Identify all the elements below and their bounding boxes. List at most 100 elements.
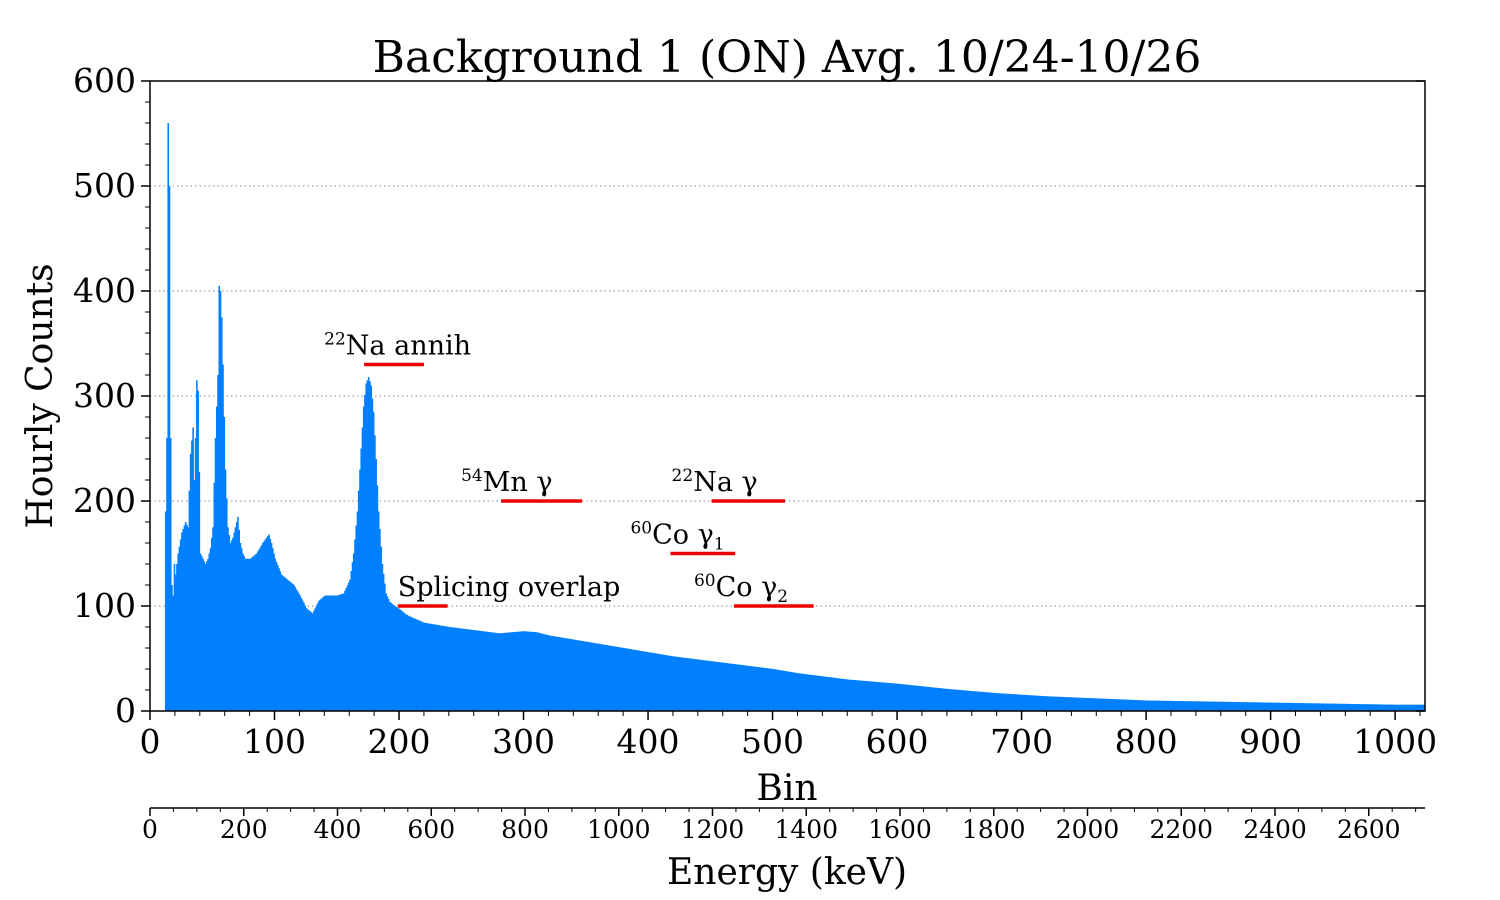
- spectrum-bar: [350, 571, 353, 711]
- spectrum-bar: [953, 689, 955, 711]
- spectrum-bar: [900, 684, 903, 711]
- spectrum-bar: [253, 555, 255, 711]
- spectrum-bar: [1280, 702, 1283, 711]
- spectrum-bar: [1402, 704, 1405, 711]
- spectrum-bar: [689, 658, 691, 711]
- spectrum-bar: [1281, 702, 1284, 711]
- spectrum-bar: [259, 547, 262, 711]
- spectrum-bar: [1306, 703, 1309, 711]
- spectrum-bar: [435, 624, 437, 711]
- spectrum-bar: [422, 622, 425, 711]
- spectrum-bar: [811, 674, 813, 711]
- spectrum-bar: [1112, 699, 1115, 711]
- spectrum-bar: [193, 480, 196, 711]
- spectrum-bar: [1152, 700, 1154, 711]
- spectrum-bar: [985, 692, 988, 711]
- spectrum-bar: [286, 579, 289, 711]
- spectrum-bar: [468, 629, 471, 711]
- y-tick-label: 200: [73, 481, 136, 520]
- spectrum-bar: [892, 683, 894, 711]
- spectrum-bar: [377, 511, 380, 711]
- spectrum-bar: [1198, 701, 1200, 711]
- spectrum-bar: [1090, 698, 1092, 711]
- spectrum-bar: [1411, 704, 1413, 711]
- spectrum-bar: [1266, 702, 1269, 711]
- spectrum-bar: [380, 546, 382, 711]
- spectrum-bar: [873, 681, 876, 711]
- spectrum-bar: [594, 643, 597, 711]
- spectrum-bar: [1009, 693, 1011, 711]
- spectrum-bar: [247, 558, 249, 711]
- spectrum-bar: [786, 671, 788, 711]
- spectrum-bar: [1016, 694, 1019, 711]
- spectrum-bar: [1271, 702, 1274, 711]
- spectrum-bar: [1188, 701, 1191, 711]
- spectrum-bar: [572, 639, 574, 711]
- spectrum-bar: [1005, 693, 1007, 711]
- spectrum-bar: [336, 595, 339, 711]
- spectrum-bar: [563, 637, 565, 711]
- spectrum-bar: [519, 631, 522, 711]
- spectrum-bar: [211, 537, 213, 711]
- spectrum-bar: [1320, 703, 1323, 711]
- spectrum-bar: [864, 680, 867, 711]
- spectrum-bar: [559, 637, 562, 711]
- spectrum-bar: [245, 558, 248, 711]
- spectrum-bar: [662, 654, 665, 711]
- spectrum-bar: [1285, 702, 1288, 711]
- spectrum-bar: [715, 661, 717, 711]
- spectrum-bar: [497, 633, 499, 711]
- spectrum-bar: [249, 558, 252, 711]
- spectrum-bar: [386, 596, 389, 711]
- spectrum-bar: [623, 648, 625, 711]
- spectrum-bar: [1075, 697, 1077, 711]
- spectrum-bar: [1166, 700, 1168, 711]
- spectrum-bar: [1015, 694, 1017, 711]
- spectrum-bar: [854, 680, 857, 711]
- spectrum-bar: [1143, 700, 1146, 711]
- spectrum-bar: [1227, 701, 1229, 711]
- spectrum-bar: [730, 663, 732, 711]
- spectrum-bar: [921, 686, 924, 711]
- energy-tick-label: 800: [501, 815, 549, 844]
- spectrum-bar: [1416, 704, 1418, 711]
- spectrum-bar: [1039, 695, 1041, 711]
- spectrum-bar: [899, 683, 902, 711]
- spectrum-bar: [1334, 703, 1336, 711]
- spectrum-bar: [1021, 694, 1024, 711]
- spectrum-bar: [1062, 696, 1065, 711]
- spectrum-bar: [432, 624, 435, 711]
- spectrum-bar: [446, 626, 448, 711]
- spectrum-bar: [605, 645, 608, 711]
- spectrum-bar: [1132, 699, 1134, 711]
- spectrum-bar: [465, 629, 467, 711]
- energy-tick-label: 1600: [868, 815, 932, 844]
- spectrum-bar: [645, 651, 648, 711]
- spectrum-bar: [696, 659, 699, 711]
- spectrum-bar: [503, 632, 506, 711]
- spectrum-bar: [874, 681, 877, 711]
- spectrum-bar: [743, 665, 746, 711]
- spectrum-bar: [777, 669, 780, 711]
- spectrum-bar: [796, 672, 798, 711]
- spectrum-bar: [285, 578, 288, 711]
- spectrum-bar: [1106, 698, 1108, 711]
- spectrum-bar: [590, 642, 593, 711]
- spectrum-bar: [726, 663, 729, 711]
- spectrum-bar: [797, 673, 800, 711]
- spectrum-bar: [1351, 703, 1354, 711]
- spectrum-bar: [798, 673, 801, 711]
- spectrum-bar: [738, 664, 741, 711]
- spectrum-bar: [895, 683, 898, 711]
- y-tick-label: 500: [73, 166, 136, 205]
- spectrum-bar: [686, 658, 689, 711]
- spectrum-bar: [568, 638, 570, 711]
- spectrum-bar: [1093, 698, 1096, 711]
- spectrum-bar: [401, 611, 404, 711]
- spectrum-bar: [501, 633, 503, 711]
- spectrum-bar: [314, 608, 316, 711]
- spectrum-bar: [268, 534, 270, 711]
- spectrum-bar: [441, 625, 443, 711]
- spectrum-bar: [939, 688, 941, 711]
- spectrum-bar: [333, 595, 335, 711]
